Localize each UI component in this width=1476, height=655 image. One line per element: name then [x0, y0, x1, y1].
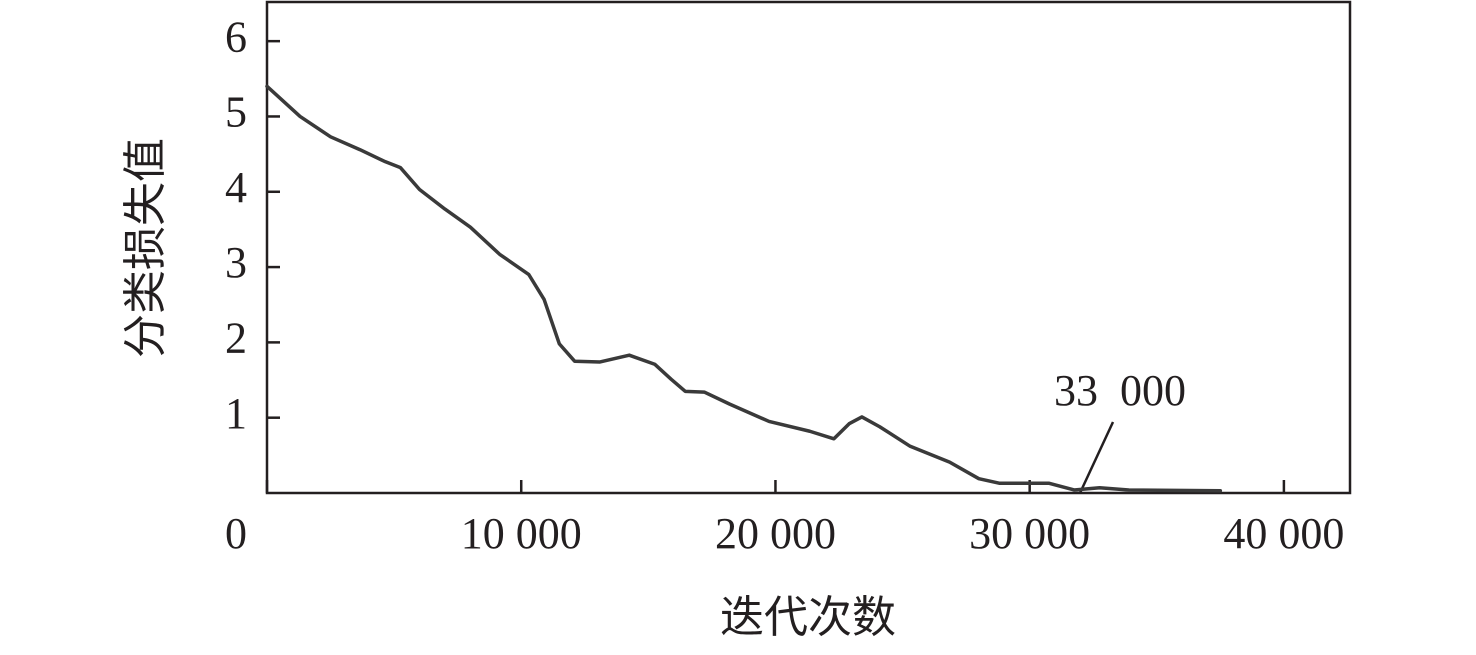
y-tick-label: 2: [225, 313, 247, 362]
x-axis-label: 迭代次数: [720, 593, 896, 642]
annotation: 33 000: [1054, 366, 1186, 415]
y-tick-label: 4: [225, 163, 247, 212]
x-tick-label: 0: [225, 509, 247, 558]
x-tick-label: 10 000: [461, 509, 582, 558]
annotation-arrow: [1078, 421, 1115, 494]
y-axis-label: 分类损失值: [121, 138, 170, 358]
y-tick-label: 5: [225, 88, 247, 137]
data-line: [265, 84, 1223, 493]
y-tick-label: 6: [225, 12, 247, 61]
x-tick-label: 30 000: [969, 509, 1090, 558]
x-tick-label: 40 000: [1223, 509, 1344, 558]
x-tick-label: 20 000: [715, 509, 836, 558]
y-tick-label: 1: [225, 389, 247, 438]
plot-frame: [265, 0, 1352, 495]
y-tick-label: 3: [225, 238, 247, 287]
